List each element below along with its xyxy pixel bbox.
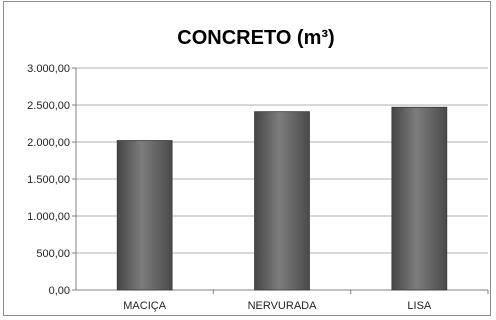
- y-tick-label: 2.500,00: [27, 100, 70, 112]
- bar-nervurada: [254, 111, 310, 291]
- bars: [116, 106, 448, 291]
- chart-title: CONCRETO (m³): [177, 27, 334, 49]
- y-tick-label: 0,00: [49, 285, 70, 297]
- y-tick-label: 2.000,00: [27, 137, 70, 149]
- x-category-label: MACIÇA: [123, 300, 166, 312]
- bar-maciça: [116, 140, 173, 291]
- y-tick-label: 1.500,00: [27, 174, 70, 186]
- x-category-labels: MACIÇA NERVURADA LISA: [123, 300, 432, 312]
- x-category-label: LISA: [407, 300, 432, 312]
- y-tick-label: 500,00: [36, 248, 70, 260]
- y-tick-label: 3.000,00: [27, 63, 70, 75]
- bar-lisa: [391, 106, 448, 291]
- y-tick-label: 1.000,00: [27, 211, 70, 223]
- y-tick-labels: 0,00 500,00 1.000,00 1.500,00 2.000,00 2.500,…: [27, 63, 70, 297]
- x-category-label: NERVURADA: [248, 300, 318, 312]
